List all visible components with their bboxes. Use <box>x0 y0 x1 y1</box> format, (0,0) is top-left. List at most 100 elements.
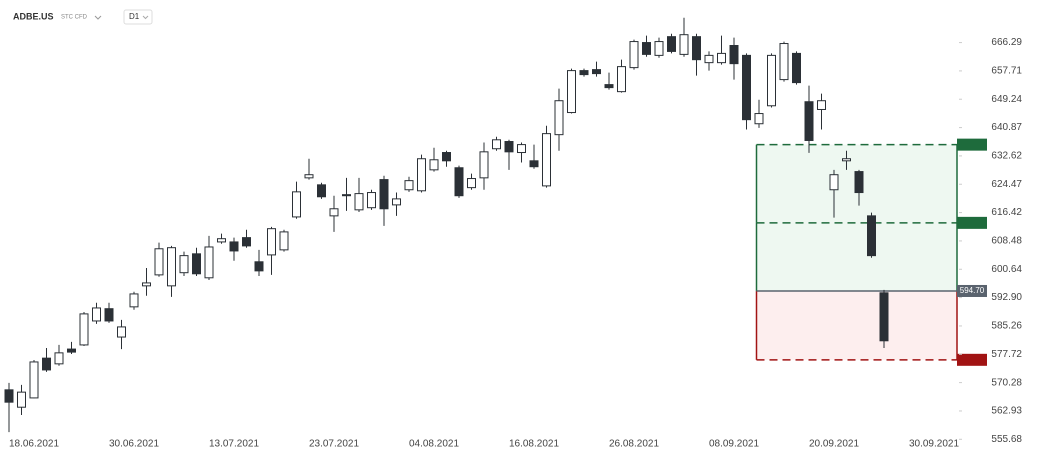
candle-body <box>454 167 464 197</box>
candle-body <box>442 152 451 162</box>
candle-body <box>167 247 176 287</box>
candle-body <box>179 255 189 274</box>
candle-body <box>854 171 864 194</box>
candle-body <box>867 215 876 257</box>
candle-body <box>542 133 551 187</box>
candle-body <box>529 160 539 168</box>
candle-body <box>154 248 164 276</box>
candle-body <box>379 179 389 210</box>
candle-body <box>192 253 201 275</box>
candle-body <box>567 70 576 114</box>
candle-body <box>42 357 51 371</box>
candle-body <box>217 238 226 243</box>
candle-body <box>142 282 151 287</box>
candle-body <box>642 42 651 55</box>
candle-body <box>704 54 714 64</box>
y-tick-label: 624.47 <box>991 179 1022 190</box>
candle-body <box>29 361 39 399</box>
candle-body <box>829 174 839 191</box>
candle-body <box>717 52 726 64</box>
candle-body <box>129 293 139 308</box>
candle-body <box>779 43 789 81</box>
x-tick-label: 08.09.2021 <box>709 439 759 450</box>
level-label-bg <box>957 216 987 229</box>
candle-body <box>804 101 814 141</box>
y-tick-label: 649.24 <box>991 94 1022 105</box>
y-tick-label: 608.48 <box>991 236 1022 247</box>
y-tick-label: 592.90 <box>991 292 1022 303</box>
candle-body <box>229 241 239 252</box>
candle-body <box>729 45 739 65</box>
candle-body <box>817 100 826 110</box>
candle-body <box>617 66 626 93</box>
candle-body <box>354 193 364 211</box>
candle-body <box>54 352 64 365</box>
candle-body <box>879 292 889 342</box>
level-label-bg <box>957 138 987 151</box>
candle-body <box>629 41 639 69</box>
y-tick-label: 640.87 <box>991 122 1022 133</box>
interval-box[interactable] <box>123 9 153 25</box>
symbol[interactable]: ADBE.US <box>13 11 54 21</box>
y-tick-label: 577.72 <box>991 349 1022 360</box>
candle-body <box>342 194 351 197</box>
interval[interactable]: D1 <box>129 12 140 21</box>
candle-body <box>554 100 564 136</box>
x-tick-label: 26.08.2021 <box>609 439 659 450</box>
candle-body <box>317 184 326 198</box>
candle-body <box>692 36 701 61</box>
y-tick-label: 555.68 <box>991 434 1022 445</box>
candle-body <box>754 113 764 125</box>
candle-body <box>404 180 414 191</box>
y-tick-label: 562.93 <box>991 406 1022 417</box>
instrument[interactable]: STC CFD <box>61 15 88 21</box>
candle-body <box>492 139 501 150</box>
candle-body <box>4 389 14 403</box>
candle-body <box>204 246 214 279</box>
candle-body <box>104 308 114 322</box>
zone <box>756 222 957 291</box>
candle-body <box>792 52 801 84</box>
candle-body <box>267 228 276 256</box>
candle-body <box>429 159 439 171</box>
candle-body <box>242 237 251 247</box>
candle-body <box>79 313 89 346</box>
candle-body <box>67 348 76 353</box>
candle-body <box>654 41 664 56</box>
dropdown-icon[interactable] <box>94 15 102 20</box>
y-tick-label: 570.28 <box>991 377 1022 388</box>
candle-body <box>417 158 426 192</box>
level-label-bg <box>957 353 987 366</box>
candle-body <box>392 198 401 206</box>
candle-body <box>92 307 101 322</box>
x-tick-label: 13.07.2021 <box>209 439 259 450</box>
candle-body <box>592 69 601 75</box>
candle-body <box>117 326 126 338</box>
x-tick-label: 20.09.2021 <box>809 439 859 450</box>
y-tick-label: 600.64 <box>991 264 1022 275</box>
x-tick-label: 30.09.2021 <box>909 439 959 450</box>
interval-chevron <box>142 15 149 20</box>
x-tick-label: 30.06.2021 <box>109 439 159 450</box>
candle-body <box>17 391 26 408</box>
level-label: 594.70 <box>960 286 985 295</box>
candle-body <box>479 151 489 179</box>
candle-body <box>254 261 264 272</box>
candle-body <box>504 141 514 153</box>
candle-body <box>842 158 851 162</box>
y-tick-label: 632.62 <box>991 151 1022 162</box>
candle-body <box>304 174 314 179</box>
candle-body <box>667 36 676 52</box>
y-tick-label: 666.29 <box>991 37 1022 48</box>
candle-body <box>679 34 689 55</box>
x-tick-label: 18.06.2021 <box>9 439 59 450</box>
candle-body <box>517 144 526 154</box>
y-tick-label: 585.26 <box>991 321 1022 332</box>
zone <box>756 290 957 360</box>
x-tick-label: 04.08.2021 <box>409 439 459 450</box>
y-tick-label: 657.71 <box>991 66 1022 77</box>
x-tick-label: 23.07.2021 <box>309 439 359 450</box>
candle-body <box>292 191 301 218</box>
